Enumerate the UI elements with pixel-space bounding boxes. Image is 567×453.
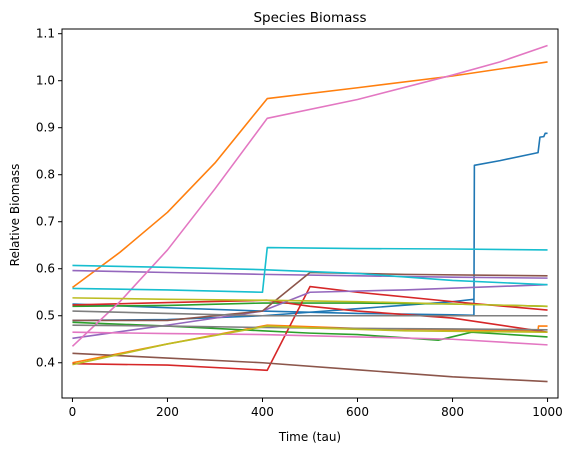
y-tick-label: 0.8	[36, 168, 55, 182]
series-line-8	[72, 299, 548, 333]
series-line-9	[72, 269, 548, 279]
y-tick-label: 0.7	[36, 215, 55, 229]
x-tick-label: 1000	[532, 405, 563, 419]
y-tick-label: 0.6	[36, 262, 55, 276]
series-line-12	[72, 271, 548, 322]
x-tick-label: 600	[346, 405, 369, 419]
series-line-13	[71, 44, 548, 347]
y-axis-label: Relative Biomass	[8, 164, 22, 267]
y-tick-label: 1.0	[36, 74, 55, 88]
x-tick-label: 0	[69, 405, 77, 419]
plot-frame	[61, 28, 559, 399]
series-line-20	[72, 246, 548, 294]
y-axis-ticks: 0.4 0.5 0.6 0.7 0.8 0.9 1.0 1.1	[36, 27, 62, 370]
y-tick-label: 0.5	[36, 309, 55, 323]
series-line-3	[71, 61, 548, 289]
series-line-7	[72, 285, 548, 372]
series-line-11	[72, 352, 548, 383]
series-layer	[71, 44, 548, 383]
series-line-10	[72, 283, 548, 340]
chart-title: Species Biomass	[253, 10, 366, 26]
x-tick-label: 400	[251, 405, 274, 419]
series-line-17	[72, 297, 548, 308]
x-tick-label: 200	[156, 405, 179, 419]
x-axis-ticks: 0 200 400 600 800 1000	[69, 398, 563, 419]
series-line-19	[72, 264, 548, 286]
series-line-15	[72, 310, 548, 317]
y-tick-label: 0.9	[36, 121, 55, 135]
series-line-14	[72, 331, 548, 346]
series-line-18	[72, 325, 548, 366]
x-axis-label: Time (tau)	[278, 430, 341, 444]
y-tick-label: 0.4	[36, 356, 55, 370]
x-tick-label: 800	[441, 405, 464, 419]
y-tick-label: 1.1	[36, 27, 55, 41]
